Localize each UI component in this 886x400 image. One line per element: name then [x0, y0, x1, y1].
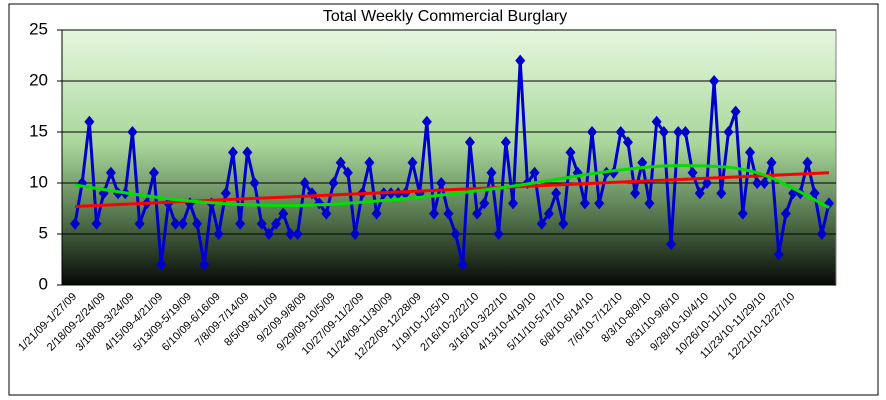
data-point [529, 166, 540, 179]
data-point [716, 187, 727, 200]
data-point [328, 177, 339, 189]
data-point [766, 156, 777, 169]
data-line [73, 60, 831, 265]
data-point [421, 115, 432, 128]
data-point [802, 156, 813, 169]
y-tick-label: 25 [29, 19, 48, 38]
data-point [565, 146, 576, 159]
data-point [242, 146, 253, 159]
data-point [342, 166, 353, 179]
data-point [536, 217, 547, 230]
data-point [730, 105, 741, 118]
data-point [651, 115, 662, 128]
data-point [508, 197, 519, 210]
data-point [816, 228, 827, 240]
data-point [759, 177, 770, 189]
data-point [666, 238, 677, 251]
data-point [486, 166, 497, 179]
data-point [780, 207, 791, 220]
data-point [709, 75, 720, 87]
data-point [249, 177, 260, 189]
data-point [579, 197, 590, 210]
y-tick-label: 10 [29, 172, 48, 191]
data-point [156, 258, 167, 271]
data-point [278, 207, 289, 220]
data-point [472, 207, 483, 220]
data-point [84, 115, 95, 128]
data-point [321, 207, 332, 220]
data-point [407, 156, 418, 169]
data-point [622, 136, 633, 149]
data-point [364, 156, 375, 169]
data-point [543, 207, 554, 220]
data-point [227, 146, 238, 159]
data-point [515, 54, 526, 67]
data-point [213, 228, 224, 240]
data-point [350, 228, 361, 240]
data-point [263, 228, 274, 240]
data-point [170, 217, 181, 230]
data-point [479, 197, 490, 210]
data-point [680, 126, 691, 138]
data-point [687, 166, 698, 179]
data-point [752, 177, 763, 189]
data-point [292, 228, 303, 240]
data-point [285, 228, 296, 240]
data-point [70, 217, 80, 230]
data-point [105, 166, 116, 179]
data-point [148, 166, 159, 179]
data-point [637, 156, 648, 169]
data-point [464, 136, 475, 149]
data-point [450, 228, 461, 240]
data-point [615, 126, 626, 138]
y-tick-label: 20 [29, 70, 48, 89]
data-point [335, 156, 346, 169]
data-point [594, 197, 605, 210]
data-point [271, 217, 282, 230]
data-point [493, 228, 504, 240]
data-point [371, 207, 382, 220]
data-point [299, 177, 310, 189]
y-tick-label: 0 [39, 274, 48, 293]
data-point [737, 207, 748, 220]
data-point [199, 258, 210, 271]
data-point [558, 217, 569, 230]
plot-area [61, 29, 837, 286]
trend-line [74, 164, 830, 209]
data-point [220, 187, 231, 200]
data-point [177, 217, 188, 230]
data-point [809, 187, 820, 200]
y-tick-label: 5 [39, 223, 48, 242]
trend-line [74, 171, 830, 208]
data-point [134, 217, 145, 230]
data-point [457, 258, 468, 271]
data-point [723, 126, 734, 138]
data-point [443, 207, 454, 220]
data-point [701, 177, 712, 189]
chart-title: Total Weekly Commercial Burglary [323, 8, 567, 25]
data-point [192, 217, 203, 230]
data-point [235, 217, 246, 230]
data-point [587, 126, 598, 138]
data-point [673, 126, 684, 138]
y-tick-label: 15 [29, 121, 48, 140]
data-point [630, 187, 641, 200]
data-point [773, 248, 784, 261]
data-point [256, 217, 267, 230]
data-point [745, 146, 756, 159]
data-point [551, 187, 562, 200]
data-point [127, 126, 138, 138]
data-point [694, 187, 705, 200]
data-point [436, 177, 447, 189]
data-point [658, 126, 669, 138]
data-point [429, 207, 440, 220]
data-point [500, 136, 511, 149]
data-point [91, 217, 102, 230]
data-point [644, 197, 655, 210]
